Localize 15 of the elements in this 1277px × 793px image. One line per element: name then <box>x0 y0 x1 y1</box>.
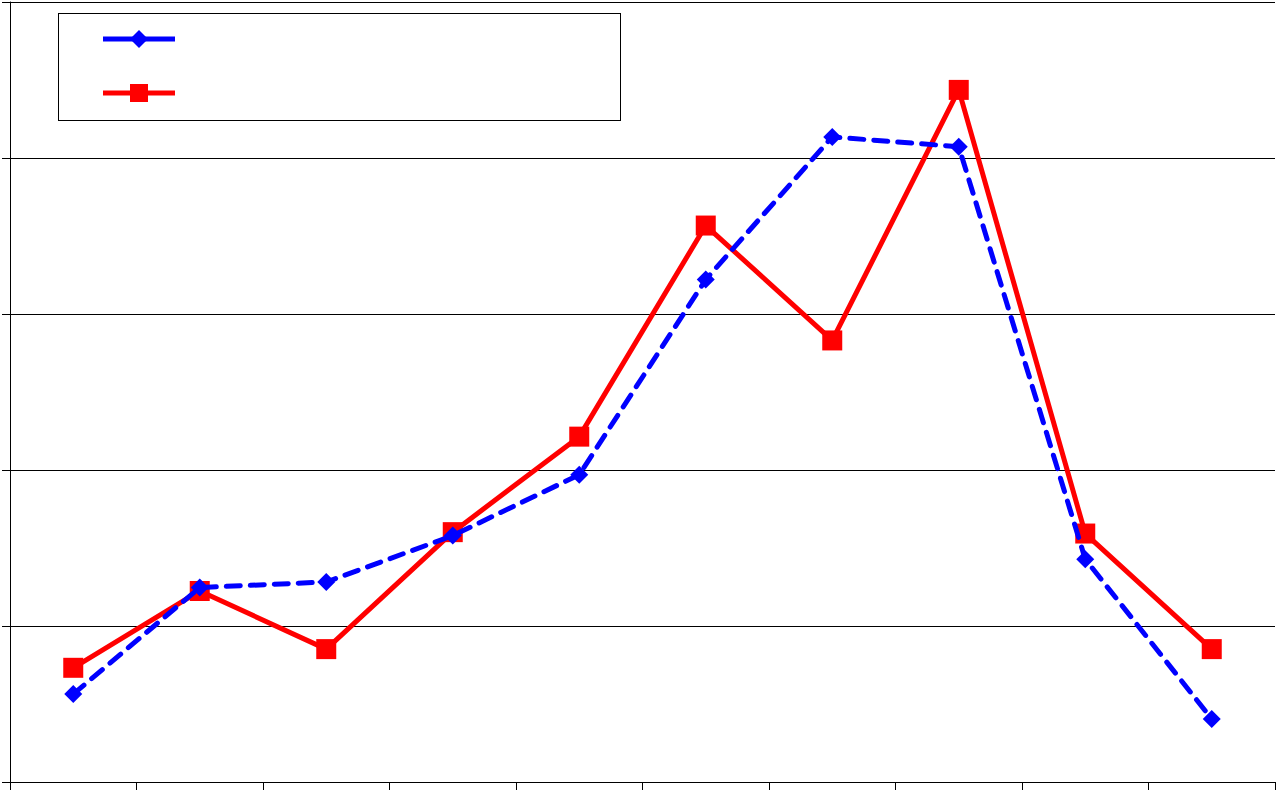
point <box>316 639 337 660</box>
point <box>64 685 83 704</box>
point <box>949 137 968 156</box>
point <box>317 572 336 591</box>
point <box>1201 639 1222 660</box>
point <box>695 215 716 236</box>
point <box>822 330 843 351</box>
point <box>696 270 715 289</box>
point <box>948 79 969 100</box>
point <box>1076 550 1095 569</box>
point <box>570 465 589 484</box>
point <box>569 426 590 447</box>
point <box>63 657 84 678</box>
point <box>1202 710 1221 729</box>
point <box>823 127 842 146</box>
